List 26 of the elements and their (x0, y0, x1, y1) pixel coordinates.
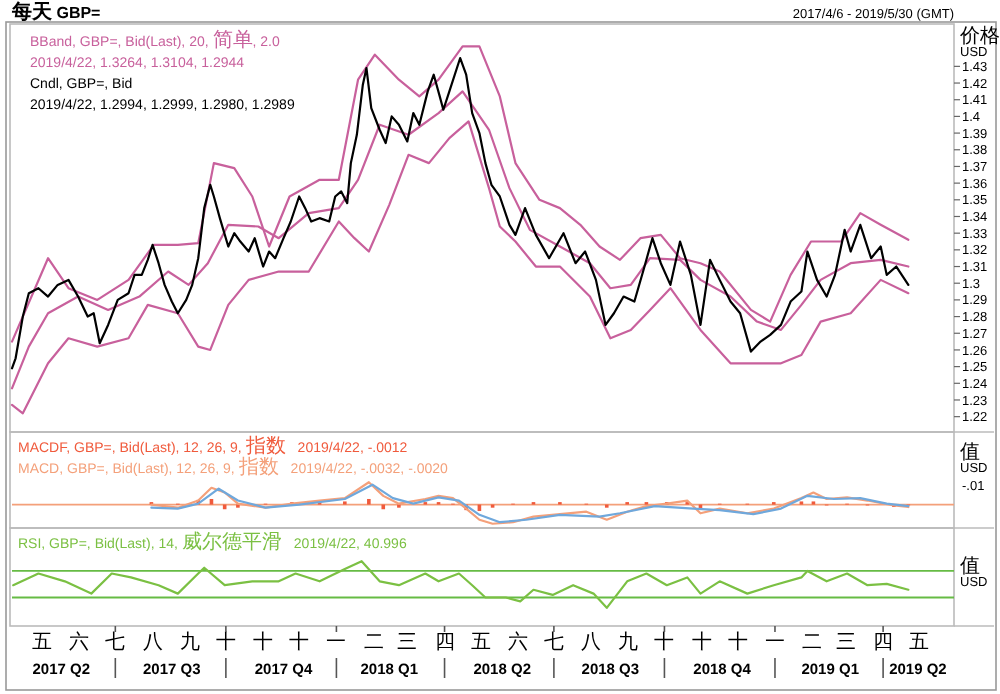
text: 二 (802, 632, 823, 654)
text: 十 (289, 630, 310, 654)
text: 十 (727, 630, 748, 654)
text: 六 (507, 630, 528, 654)
text: 八 (142, 632, 163, 654)
text: 九 (179, 630, 200, 654)
text: 五 (909, 632, 930, 654)
text: 四 (434, 632, 455, 654)
text: 二 (363, 632, 384, 654)
text: 一 (764, 632, 785, 654)
text: 七 (543, 630, 564, 654)
text: 一 (326, 632, 347, 654)
text: 三 (397, 632, 418, 654)
chart-title: 每天 GBP= (10, 0, 102, 24)
text: 五 (32, 632, 53, 654)
text: 五 (470, 632, 491, 654)
text: 九 (618, 630, 639, 654)
text: 六 (69, 630, 90, 654)
text: 十 (691, 630, 712, 654)
text: 十 (253, 630, 274, 654)
text: 三 (835, 632, 856, 654)
text: 七 (105, 630, 126, 654)
text: 八 (581, 632, 602, 654)
text: 十 (654, 630, 675, 654)
text: 十 (215, 630, 236, 654)
text: 四 (873, 632, 894, 654)
